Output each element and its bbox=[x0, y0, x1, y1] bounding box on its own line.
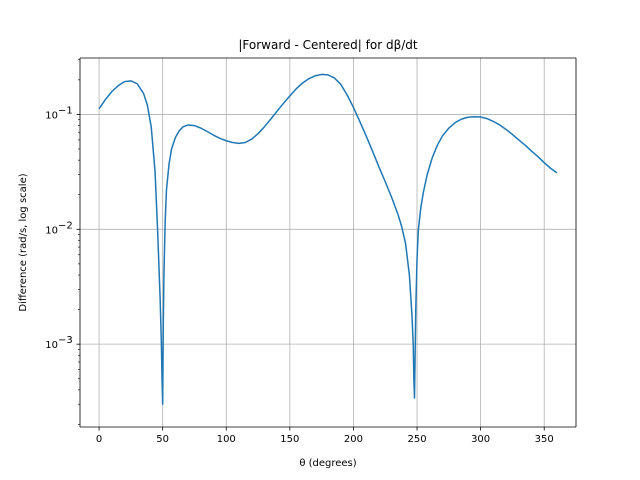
x-tick-label: 100 bbox=[217, 434, 236, 445]
y-tick-label: 10 bbox=[45, 110, 58, 121]
x-tick-label: 350 bbox=[535, 434, 554, 445]
x-tick-label: 300 bbox=[471, 434, 490, 445]
series-layer bbox=[98, 73, 558, 405]
y-axis-label: Difference (rad/s, log scale) bbox=[18, 173, 29, 311]
x-tick-label: 250 bbox=[407, 434, 426, 445]
x-tick-label: 200 bbox=[344, 434, 363, 445]
series-line-0 bbox=[98, 73, 558, 405]
plot-area bbox=[80, 58, 576, 427]
y-axis-ticks: 10−310−210−1 bbox=[45, 59, 80, 425]
y-tick-exponent: −3 bbox=[58, 335, 73, 346]
x-tick-label: 0 bbox=[96, 434, 102, 445]
chart-title: |Forward - Centered| for dβ/dt bbox=[238, 38, 417, 52]
x-tick-label: 50 bbox=[156, 434, 169, 445]
y-tick-label: 10 bbox=[45, 340, 58, 351]
x-tick-label: 150 bbox=[280, 434, 299, 445]
y-tick-exponent: −1 bbox=[58, 105, 73, 116]
y-tick-exponent: −2 bbox=[58, 220, 73, 231]
y-tick-label: 10 bbox=[45, 225, 58, 236]
x-axis-ticks: 0 50 100 150 200 250 300 350 bbox=[96, 427, 554, 445]
x-axis-label: θ (degrees) bbox=[299, 458, 356, 469]
